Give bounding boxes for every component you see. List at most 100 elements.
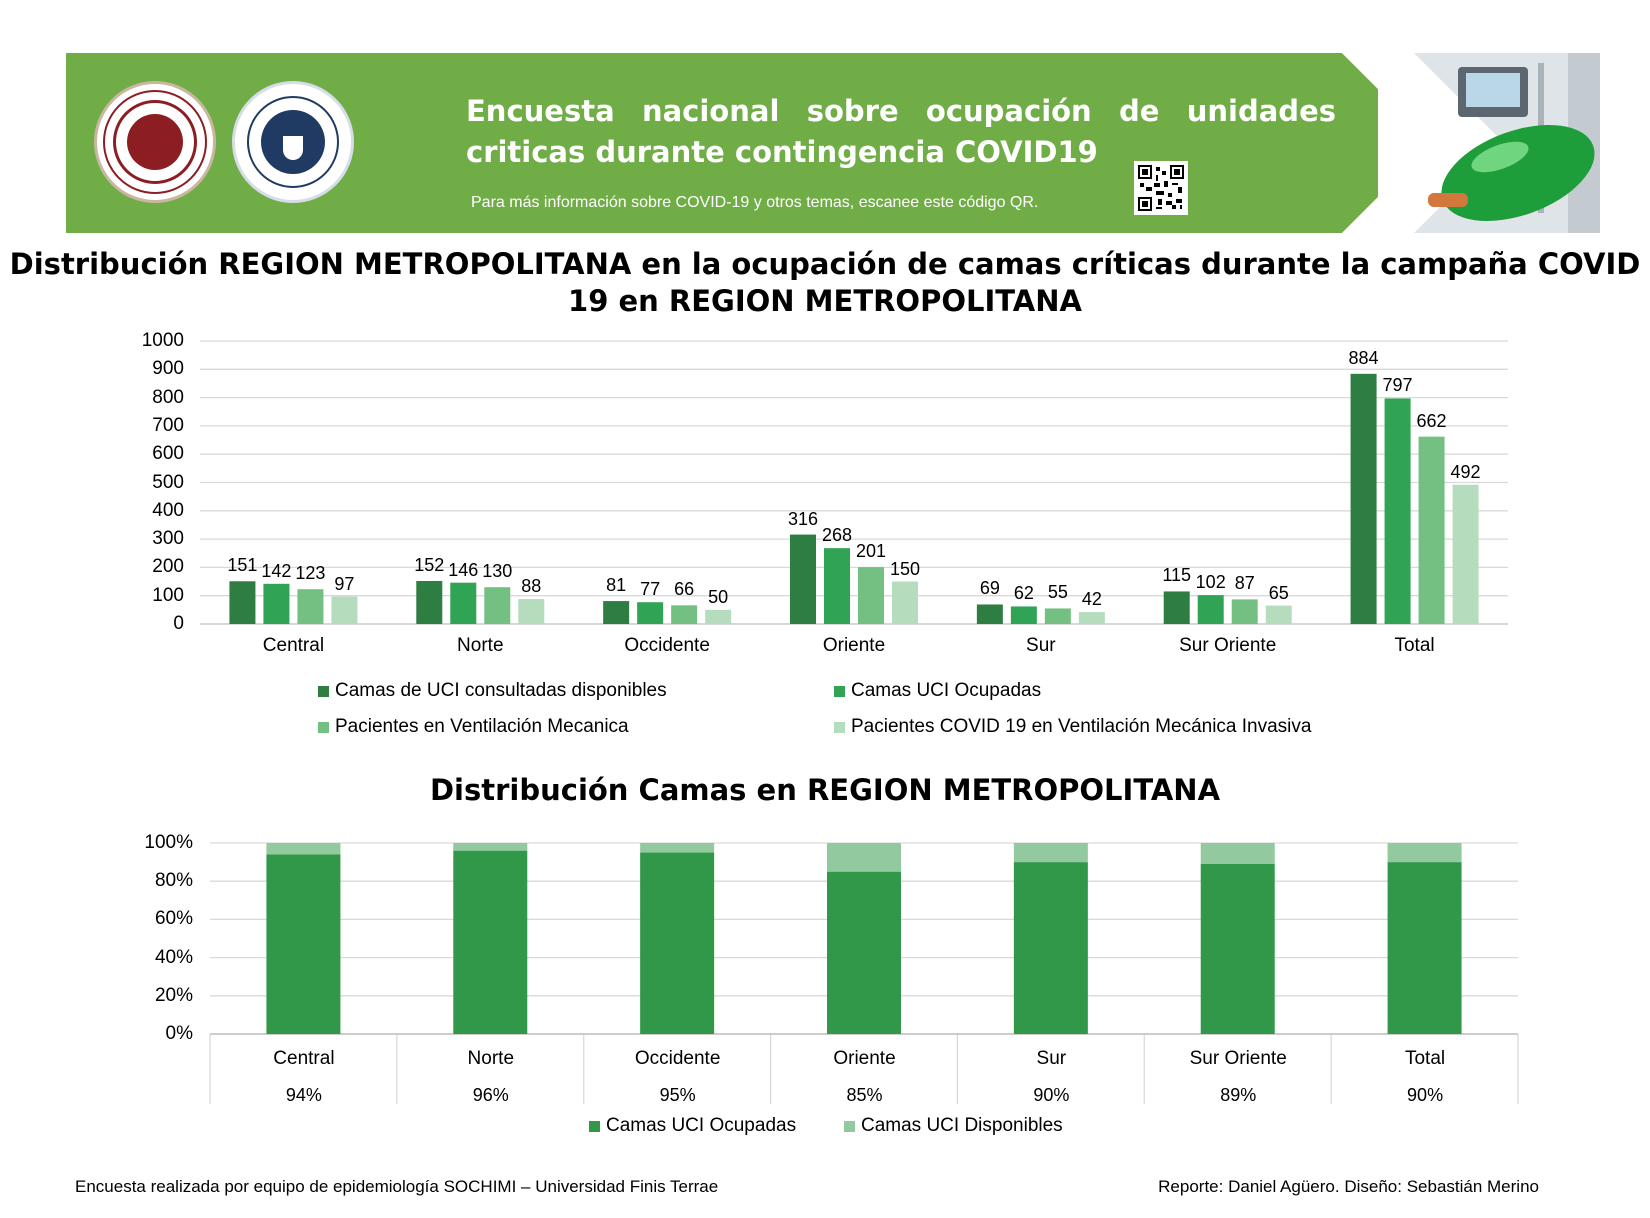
category-label-central: Central	[273, 1048, 335, 1069]
footer-credit-right: Reporte: Daniel Agüero. Diseño: Sebastiá…	[1158, 1177, 1539, 1196]
data-label: 77	[640, 579, 661, 600]
data-label: 55	[1047, 582, 1068, 603]
legend-swatch	[834, 685, 845, 697]
bar-occidente-s1	[603, 601, 630, 624]
chart-1-title: Distribución REGION METROPOLITANA en la …	[0, 246, 1650, 320]
data-label: 316	[787, 508, 819, 529]
bar-oriente-s1	[790, 534, 816, 624]
data-label: 87	[1234, 573, 1255, 594]
bar-norte-s1	[416, 580, 443, 624]
y-tick-label: 1000	[141, 330, 184, 351]
y-tick-label: 60%	[154, 908, 193, 930]
chart-1	[200, 340, 1508, 625]
y-tick-label: 80%	[154, 870, 193, 892]
percent-value: 96%	[472, 1085, 509, 1105]
data-label: 65	[1268, 582, 1289, 603]
data-label: 662	[1416, 410, 1447, 431]
bar-occidente-s4	[705, 609, 732, 624]
legend-item-3: Pacientes en Ventilación Mecanica	[318, 716, 629, 738]
data-label: 146	[448, 559, 479, 580]
bar-sur-oriente-s1	[1163, 591, 1190, 624]
legend-item-1: Camas UCI Ocupadas	[589, 1115, 796, 1137]
data-label: 130	[482, 561, 513, 582]
data-label: 62	[1013, 583, 1034, 604]
data-label: 88	[521, 576, 542, 597]
y-tick-label: 200	[152, 556, 184, 578]
percent-value: 90%	[1033, 1085, 1070, 1105]
data-label: 115	[1162, 565, 1192, 586]
y-tick-label: 0	[173, 613, 184, 634]
legend-item-1: Camas de UCI consultadas disponibles	[318, 680, 667, 702]
bar-occidente-s2	[637, 602, 664, 624]
legend-label: Camas de UCI consultadas disponibles	[335, 680, 667, 701]
category-label-total: Total	[1394, 635, 1435, 656]
data-label: 102	[1195, 572, 1226, 593]
uft-logo	[232, 81, 354, 203]
data-label: 66	[674, 579, 695, 600]
category-label-occidente: Occidente	[624, 635, 710, 656]
data-label: 123	[295, 563, 326, 584]
stacked-bar-norte-s1	[453, 850, 528, 1034]
y-tick-label: 700	[152, 414, 184, 436]
qr-code-icon[interactable]	[1134, 161, 1188, 215]
bar-total-s3	[1418, 436, 1445, 624]
stacked-bar-sur-oriente-s2	[1200, 843, 1275, 865]
percent-value: 89%	[1220, 1085, 1257, 1105]
legend-swatch	[318, 685, 329, 697]
y-tick-label: 900	[152, 358, 184, 380]
bar-occidente-s3	[671, 605, 698, 624]
data-label: 142	[261, 560, 292, 581]
bar-central-s2	[263, 583, 290, 624]
percent-value: 90%	[1407, 1085, 1444, 1105]
category-label-central: Central	[262, 635, 325, 656]
stacked-bar-sur-oriente-s1	[1200, 864, 1275, 1034]
bar-total-s2	[1384, 398, 1411, 624]
banner-subtitle: Para más información sobre COVID-19 y ot…	[471, 194, 1039, 211]
legend-swatch	[834, 721, 845, 733]
data-label: 152	[414, 554, 445, 575]
bar-central-s1	[229, 581, 256, 624]
bar-norte-s3	[484, 587, 511, 624]
stacked-bar-oriente-s1	[827, 871, 901, 1034]
data-label: 201	[855, 541, 887, 562]
bar-sur-s4	[1078, 612, 1105, 624]
category-label-total: Total	[1404, 1048, 1446, 1069]
stacked-bar-central-s2	[266, 843, 341, 855]
data-label: 884	[1348, 347, 1379, 368]
data-label: 50	[708, 586, 729, 607]
bar-norte-s4	[518, 599, 545, 624]
footer-credit-left: Encuesta realizada por equipo de epidemi…	[75, 1177, 719, 1196]
y-tick-label: 800	[152, 386, 184, 408]
stacked-bar-occidente-s2	[640, 843, 715, 853]
y-tick-label: 400	[152, 499, 184, 521]
bar-oriente-s2	[824, 548, 850, 624]
header-banner: Encuesta nacional sobre ocupación de uni…	[66, 53, 1600, 233]
category-label-norte: Norte	[457, 635, 504, 656]
legend-swatch	[318, 721, 329, 733]
percent-value: 85%	[846, 1085, 883, 1105]
bar-central-s4	[331, 596, 358, 624]
category-label-oriente: Oriente	[822, 635, 886, 656]
legend-label: Camas UCI Ocupadas	[606, 1115, 797, 1136]
stacked-bar-norte-s2	[453, 843, 528, 851]
legend-item-4: Pacientes COVID 19 en Ventilación Mecáni…	[834, 716, 1311, 738]
bar-total-s4	[1452, 484, 1479, 624]
stacked-bar-occidente-s1	[640, 852, 715, 1034]
bar-oriente-s3	[858, 567, 884, 624]
percent-value: 95%	[659, 1085, 696, 1105]
data-label: 150	[889, 558, 921, 579]
bar-norte-s2	[450, 582, 477, 624]
ventilator-photo	[1378, 53, 1600, 233]
stacked-bar-sur-s2	[1013, 843, 1088, 863]
category-label-occidente: Occidente	[634, 1048, 721, 1069]
stacked-bar-total-s2	[1387, 843, 1462, 863]
legend-item-2: Camas UCI Ocupadas	[834, 680, 1041, 702]
y-tick-label: 0%	[165, 1023, 193, 1044]
bar-total-s1	[1350, 373, 1377, 624]
y-tick-label: 600	[152, 443, 184, 465]
y-tick-label: 100	[152, 584, 184, 606]
legend-item-2: Camas UCI Disponibles	[844, 1115, 1063, 1137]
category-label-sur: Sur	[1036, 1048, 1067, 1069]
data-label: 69	[979, 578, 1000, 599]
sochimi-logo	[94, 81, 216, 203]
